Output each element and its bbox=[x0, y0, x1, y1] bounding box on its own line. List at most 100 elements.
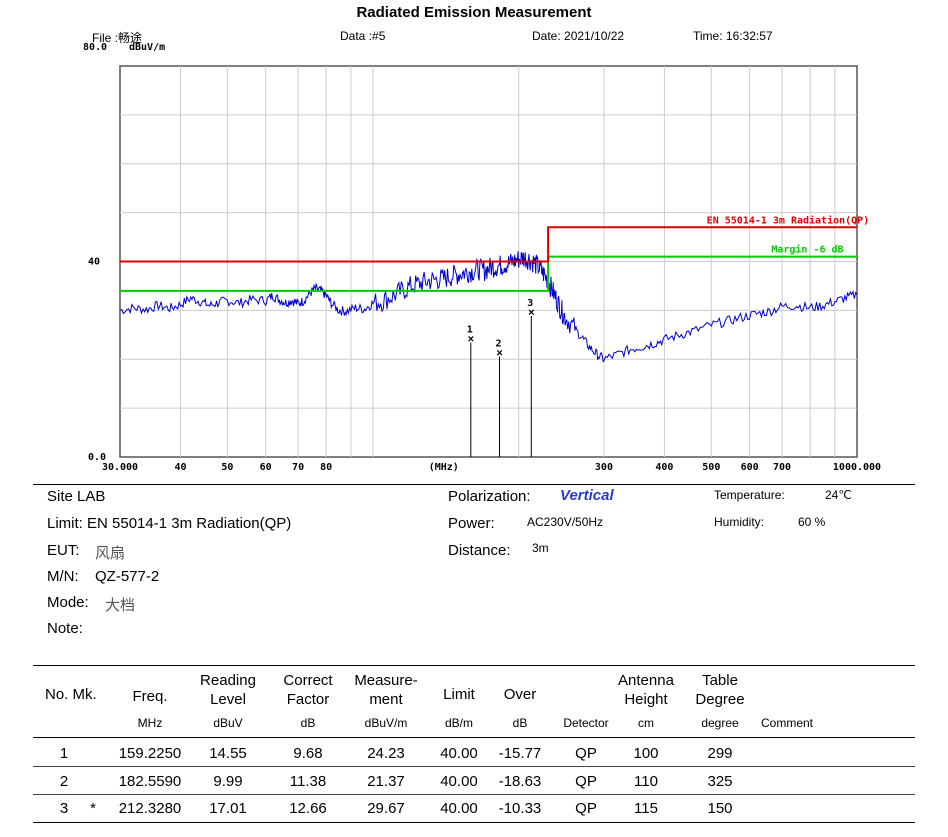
limit-line-label: EN 55014-1 3m Radiation(QP) bbox=[707, 214, 870, 226]
power-value: AC230V/50Hz bbox=[527, 515, 604, 529]
table-row-limit: 40.00 bbox=[440, 800, 478, 817]
table-row-correct: 11.38 bbox=[289, 773, 327, 790]
table-bottom-rule bbox=[33, 822, 915, 823]
table-row-reading: 14.55 bbox=[209, 745, 247, 762]
th-correct-1: Correct bbox=[283, 672, 333, 689]
table-top-rule bbox=[33, 665, 915, 666]
table-row-table: 299 bbox=[707, 745, 733, 762]
unit-comment: Comment bbox=[760, 716, 813, 730]
x-tick-label: 40 bbox=[174, 462, 186, 473]
note-label: Note: bbox=[47, 620, 83, 637]
marker-cross: × bbox=[468, 334, 474, 346]
x-tick-label: 60 bbox=[260, 462, 272, 473]
eut-value: 风扇 bbox=[95, 545, 126, 562]
time-label: Time: 16:32:57 bbox=[693, 29, 773, 43]
th-table-2: Degree bbox=[695, 691, 745, 708]
mode-label: Mode: bbox=[47, 594, 89, 611]
spectrum-trace bbox=[119, 251, 858, 363]
table-row-antenna: 115 bbox=[634, 800, 658, 817]
polarization-value: Vertical bbox=[560, 487, 614, 504]
marker-label: 3 bbox=[527, 298, 533, 309]
x-tick-label: 1000.000 bbox=[833, 462, 881, 473]
distance-label: Distance: bbox=[448, 542, 511, 559]
eut-label: EUT: bbox=[47, 542, 80, 559]
mn-value: QZ-577-2 bbox=[95, 568, 160, 585]
table-row-measure: 24.23 bbox=[367, 745, 405, 762]
y-tick-label: 0.0 bbox=[88, 452, 106, 463]
x-tick-label: 300 bbox=[595, 462, 613, 473]
unit-freq: MHz bbox=[137, 716, 163, 730]
th-over: Over bbox=[503, 686, 537, 703]
x-tick-label: 700 bbox=[773, 462, 791, 473]
th-no-mk: No. Mk. bbox=[45, 686, 97, 703]
table-row-correct: 9.68 bbox=[293, 745, 323, 762]
marker-cross: × bbox=[528, 307, 534, 319]
table-row-freq: 212.3280 bbox=[118, 800, 182, 817]
table-row-freq: 182.5590 bbox=[118, 773, 182, 790]
th-table-1: Table bbox=[702, 672, 738, 689]
th-antenna-1: Antenna bbox=[618, 672, 674, 689]
table-row-table: 325 bbox=[707, 773, 733, 790]
limit-label: Limit: EN 55014-1 3m Radiation(QP) bbox=[47, 515, 292, 532]
marker-label: 2 bbox=[496, 339, 502, 350]
table-row-freq: 159.2250 bbox=[118, 745, 182, 762]
data-label: Data :#5 bbox=[340, 29, 386, 43]
margin-line bbox=[120, 255, 857, 292]
table-row-detector: QP bbox=[575, 745, 597, 762]
mode-value: 大档 bbox=[105, 597, 136, 614]
y-unit-label: dBuV/m bbox=[129, 42, 166, 53]
table-row-antenna: 110 bbox=[634, 773, 658, 790]
row-rule bbox=[33, 766, 915, 767]
temperature-value: 24℃ bbox=[825, 488, 852, 502]
th-correct-2: Factor bbox=[286, 691, 330, 708]
table-row-over: -15.77 bbox=[498, 745, 542, 762]
emission-chart: 40 0.030.000 40 50 60 70 80 300 400 500 600 700 1000… bbox=[88, 65, 881, 473]
table-row-no: 2 bbox=[59, 773, 69, 790]
th-measure-2: ment bbox=[369, 691, 403, 708]
unit-reading: dBuV bbox=[213, 716, 243, 730]
table-row-detector: QP bbox=[575, 773, 597, 790]
table-row-no: 3 bbox=[59, 800, 69, 817]
x-tick-label: 80 bbox=[320, 462, 332, 473]
unit-limit: dB/m bbox=[444, 716, 473, 730]
unit-correct: dB bbox=[300, 716, 316, 730]
y-tick-label: 40 bbox=[88, 257, 100, 268]
marker-label: 1 bbox=[467, 325, 473, 336]
th-measure-1: Measure- bbox=[354, 672, 418, 689]
divider-top bbox=[33, 484, 915, 485]
humidity-value: 60 % bbox=[798, 515, 826, 529]
site-label: Site LAB bbox=[47, 488, 106, 505]
unit-measure: dBuV/m bbox=[364, 716, 408, 730]
unit-over: dB bbox=[512, 716, 528, 730]
x-tick-label: 400 bbox=[655, 462, 673, 473]
y-max-label: 80.0 bbox=[83, 42, 108, 53]
table-row-table: 150 bbox=[707, 800, 733, 817]
x-tick-label: 30.000 bbox=[102, 462, 138, 473]
mn-label: M/N: bbox=[47, 568, 79, 585]
th-antenna-2: Height bbox=[624, 691, 668, 708]
table-row-over: -18.63 bbox=[498, 773, 542, 790]
table-row-reading: 17.01 bbox=[209, 800, 247, 817]
marker-cross: × bbox=[496, 348, 502, 360]
table-row-measure: 29.67 bbox=[367, 800, 405, 817]
page-title: Radiated Emission Measurement bbox=[356, 4, 592, 21]
x-tick-label: 50 bbox=[221, 462, 233, 473]
table-row-measure: 21.37 bbox=[367, 773, 405, 790]
unit-antenna: cm bbox=[638, 716, 654, 730]
table-row-limit: 40.00 bbox=[440, 745, 478, 762]
table-row-mk: * bbox=[90, 800, 96, 817]
th-reading-1: Reading bbox=[200, 672, 256, 689]
unit-detector: Detector bbox=[563, 716, 609, 730]
row-rule bbox=[33, 794, 915, 795]
humidity-label: Humidity: bbox=[714, 515, 765, 529]
th-limit: Limit bbox=[443, 686, 475, 703]
table-row-reading: 9.99 bbox=[213, 773, 243, 790]
table-row-detector: QP bbox=[575, 800, 597, 817]
polarization-label: Polarization: bbox=[448, 488, 531, 505]
x-axis-label: (MHz) bbox=[429, 462, 459, 473]
file-label: File :畅途 bbox=[92, 31, 143, 45]
x-tick-label: 70 bbox=[292, 462, 304, 473]
x-tick-label: 600 bbox=[741, 462, 759, 473]
power-label: Power: bbox=[448, 515, 495, 532]
table-row-no: 1 bbox=[59, 745, 69, 762]
